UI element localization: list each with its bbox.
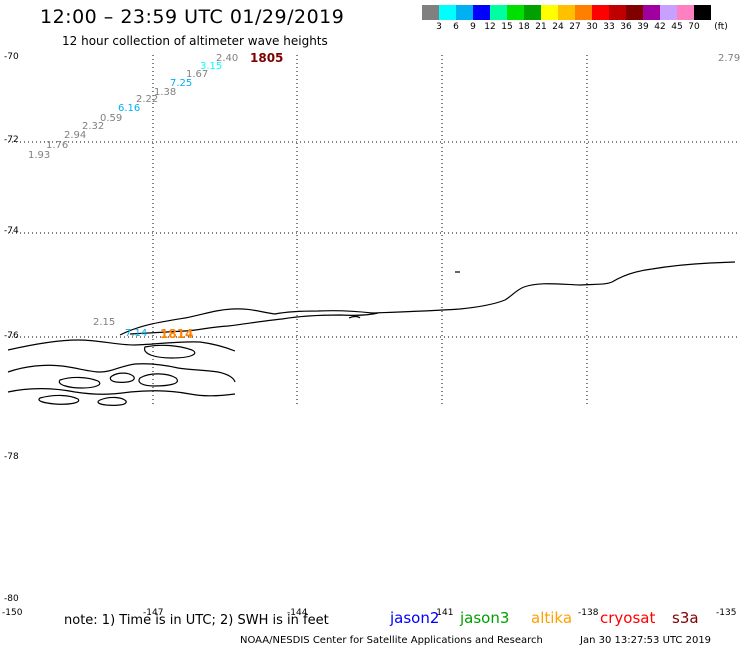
colorbar-swatch xyxy=(609,5,626,20)
colorbar-swatch xyxy=(643,5,660,20)
colorbar-swatch xyxy=(490,5,507,20)
latitude-label: -76 xyxy=(4,331,19,341)
wave-height-label: 2.22 xyxy=(136,94,158,105)
latitude-label: -78 xyxy=(4,452,19,462)
colorbar xyxy=(422,5,711,20)
latitude-label: -74 xyxy=(4,226,19,236)
longitude-label: -147 xyxy=(143,608,164,618)
colorbar-label: 30 xyxy=(586,22,598,32)
colorbar-label: 18 xyxy=(518,22,530,32)
colorbar-swatch xyxy=(541,5,558,20)
latitude-label: -70 xyxy=(4,52,19,62)
latitude-label: -80 xyxy=(4,594,19,604)
colorbar-swatch xyxy=(507,5,524,20)
colorbar-swatch xyxy=(677,5,694,20)
colorbar-swatch xyxy=(558,5,575,20)
track-time-label: 1814 xyxy=(160,327,193,341)
wave-height-label: 1.76 xyxy=(46,140,68,151)
legend-item-jason2: jason2 xyxy=(390,609,440,627)
colorbar-swatch xyxy=(592,5,609,20)
colorbar-swatch xyxy=(456,5,473,20)
colorbar-swatch xyxy=(660,5,677,20)
colorbar-label: 12 xyxy=(484,22,496,32)
colorbar-label: 33 xyxy=(603,22,615,32)
legend-item-s3a: s3a xyxy=(672,609,699,627)
legend-item-jason3: jason3 xyxy=(460,609,510,627)
wave-height-label: 7.25 xyxy=(170,78,192,89)
coastline xyxy=(7,261,736,406)
map-subtitle: 12 hour collection of altimeter wave hei… xyxy=(62,34,328,48)
longitude-label: -135 xyxy=(716,608,737,618)
footer-credit: NOAA/NESDIS Center for Satellite Applica… xyxy=(240,635,543,646)
wave-height-label: 2.15 xyxy=(93,317,115,328)
longitude-label: -141 xyxy=(433,608,454,618)
wave-height-label: 6.16 xyxy=(118,103,140,114)
wave-height-label: 0.59 xyxy=(100,113,122,124)
colorbar-label: 15 xyxy=(501,22,513,32)
colorbar-label: 45 xyxy=(671,22,683,32)
longitude-label: -144 xyxy=(287,608,308,618)
wave-height-label: 1.38 xyxy=(154,87,176,98)
colorbar-unit: (ft) xyxy=(714,22,728,32)
track-time-label: 1805 xyxy=(250,51,283,65)
wave-height-label: 2.32 xyxy=(82,121,104,132)
legend-item-cryosat: cryosat xyxy=(600,609,656,627)
colorbar-swatch xyxy=(473,5,490,20)
colorbar-label: 70 xyxy=(688,22,700,32)
legend-item-altika: altika xyxy=(531,609,573,627)
footer-timestamp: Jan 30 13:27:53 UTC 2019 xyxy=(580,635,712,646)
wave-height-label: 2.94 xyxy=(64,130,86,141)
colorbar-label: 21 xyxy=(535,22,547,32)
colorbar-swatch xyxy=(524,5,541,20)
colorbar-swatch xyxy=(575,5,592,20)
wave-height-label: 2.79 xyxy=(718,53,740,64)
wave-height-label: 1.93 xyxy=(28,150,50,161)
wave-height-label: 7.14 xyxy=(125,328,147,339)
colorbar-swatch xyxy=(626,5,643,20)
observation-labels: 1.931.762.942.320.596.162.221.387.251.67… xyxy=(28,53,740,339)
colorbar-label: 36 xyxy=(620,22,632,32)
colorbar-label: 27 xyxy=(569,22,581,32)
longitude-label: -138 xyxy=(578,608,599,618)
wave-height-label: 2.40 xyxy=(216,53,238,64)
track-id-labels: 1805 1814 xyxy=(160,51,283,341)
colorbar-label: 6 xyxy=(453,22,459,32)
colorbar-label: 24 xyxy=(552,22,564,32)
colorbar-label: 39 xyxy=(637,22,649,32)
colorbar-label: 3 xyxy=(436,22,442,32)
colorbar-swatch xyxy=(422,5,439,20)
colorbar-labels: 3 6 9 12 15 18 21 24 27 30 33 36 39 42 45 70 (ft) xyxy=(422,22,740,34)
map-title: 12:00 – 23:59 UTC 01/29/2019 xyxy=(40,6,345,28)
longitude-label: -150 xyxy=(2,608,23,618)
colorbar-label: 42 xyxy=(654,22,666,32)
wave-height-label: 3.15 xyxy=(200,61,222,72)
wave-height-label: 1.67 xyxy=(186,69,208,80)
colorbar-label: 9 xyxy=(470,22,476,32)
colorbar-swatch xyxy=(694,5,711,20)
note-text: note: 1) Time is in UTC; 2) SWH is in fe… xyxy=(64,613,329,628)
latitude-label: -72 xyxy=(4,135,19,145)
colorbar-swatch xyxy=(439,5,456,20)
